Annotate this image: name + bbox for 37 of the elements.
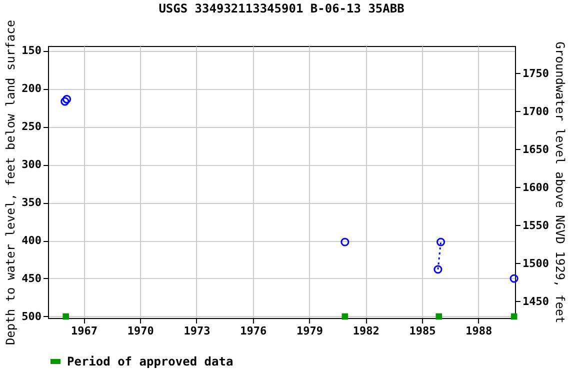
y-tick-label: 350 bbox=[22, 196, 42, 210]
x-tick-label: 1973 bbox=[184, 324, 210, 338]
y-tick-label: 150 bbox=[22, 44, 42, 58]
y-tick-label: 300 bbox=[22, 158, 42, 172]
y-tick-label: 250 bbox=[22, 120, 42, 134]
point bbox=[510, 313, 518, 320]
x-tick-label: 1967 bbox=[70, 324, 98, 338]
x-tick-label: 1976 bbox=[240, 324, 267, 338]
y2-tick-label: 1750 bbox=[522, 66, 549, 80]
x-tick-label: 1970 bbox=[127, 324, 154, 338]
y2-tick-label: 1550 bbox=[522, 218, 549, 232]
point bbox=[62, 94, 72, 104]
y2-tick-label: 1500 bbox=[522, 256, 549, 270]
y2-tick-label: 1450 bbox=[522, 294, 549, 308]
x-tick-label: 1985 bbox=[409, 324, 436, 338]
y-tick-label: 500 bbox=[22, 310, 42, 323]
y2-tick-label: 1650 bbox=[522, 142, 549, 156]
y2-axis-title: Groundwater level above NGVD 1929, feet bbox=[552, 42, 567, 324]
point bbox=[434, 265, 442, 274]
point bbox=[62, 313, 70, 320]
point bbox=[60, 97, 70, 106]
x-tick-label: 1979 bbox=[296, 324, 323, 338]
point bbox=[510, 274, 518, 283]
legend-label: Period of approved data bbox=[67, 354, 234, 368]
point bbox=[340, 238, 350, 246]
x-tick-label: 1988 bbox=[466, 324, 492, 338]
y-tick-label: 400 bbox=[22, 234, 42, 248]
y-tick-label: 200 bbox=[22, 82, 42, 96]
y2-tick-label: 1600 bbox=[522, 180, 549, 194]
point bbox=[342, 313, 348, 320]
x-tick-label: 1982 bbox=[352, 324, 380, 338]
point bbox=[436, 238, 446, 246]
y2-tick-label: 1700 bbox=[522, 104, 549, 118]
point bbox=[436, 313, 442, 320]
chart-title: USGS 334932113345901 B-06-13 35ABB bbox=[158, 1, 404, 16]
y-tick-label: 450 bbox=[22, 272, 42, 285]
y-axis-title: Depth to water level, feet below land surface bbox=[4, 20, 18, 346]
